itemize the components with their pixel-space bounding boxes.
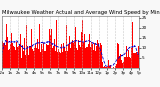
Text: Milwaukee Weather Actual and Average Wind Speed by Minute mph (Last 24 Hours): Milwaukee Weather Actual and Average Win… [2, 10, 160, 15]
